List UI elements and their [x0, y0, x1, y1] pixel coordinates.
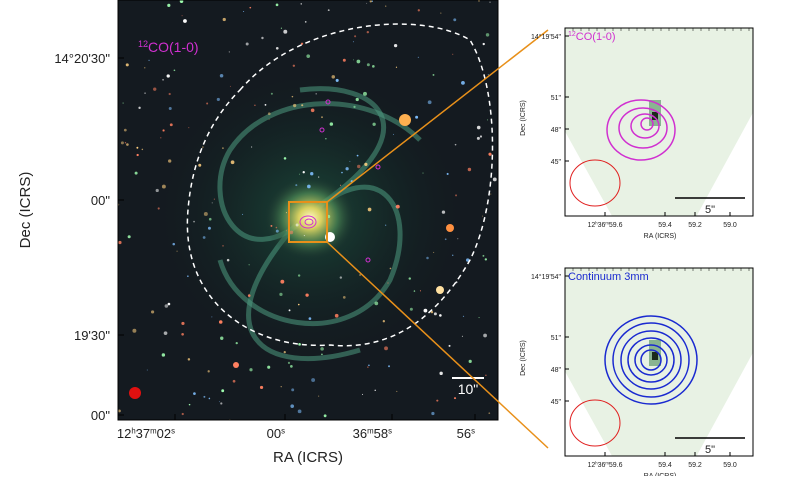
beam — [569, 399, 621, 447]
contour — [640, 349, 662, 371]
x-tick-label: 36m58s — [353, 426, 392, 441]
y-tick-label: 48" — [551, 367, 562, 374]
y-tick-label: 45" — [551, 159, 562, 166]
y-tick-label: 00" — [91, 193, 110, 208]
zoom-box — [288, 201, 328, 243]
contour — [618, 107, 668, 149]
beam — [569, 159, 621, 207]
y-tick-label: 14°19'54" — [531, 273, 561, 281]
x-tick-label: 59.4 — [658, 462, 672, 469]
emission-core — [652, 352, 658, 360]
y-tick-label: 51" — [551, 335, 562, 342]
inset-panel: 5" Continuum 3mm 14°19'54" 51" 48" 45" 12h36m5… — [520, 267, 754, 480]
y-axis-label: Dec (ICRS) — [520, 100, 527, 136]
inset-panel: 5" 12CO(1-0) 14°19'54" 51" 48" 45" 12h36m59.6 5… — [520, 27, 754, 240]
scale-label: 5" — [705, 444, 715, 456]
x-tick-label: 59.2 — [688, 222, 702, 229]
x-tick-label: 59.0 — [723, 462, 737, 469]
contour — [620, 330, 682, 390]
x-tick-label: 12h36m59.6 — [587, 221, 622, 229]
frame — [117, 0, 499, 421]
x-tick-label: 56s — [457, 426, 475, 441]
y-axis-label: Dec (ICRS) — [520, 340, 527, 376]
connectors — [326, 29, 549, 449]
x-tick-label: 59.2 — [688, 462, 702, 469]
panel-label: 12CO(1-0) — [568, 31, 616, 43]
y-tick-label: 51" — [551, 95, 562, 102]
x-tick-label: 59.0 — [723, 222, 737, 229]
y-tick-label: 19'30" — [74, 328, 110, 343]
y-tick-label: 45" — [551, 399, 562, 406]
contour — [612, 322, 690, 398]
contour — [604, 315, 698, 405]
scale-label: 5" — [705, 204, 715, 216]
x-tick-label: 00s — [267, 426, 285, 441]
contour — [640, 117, 654, 131]
survey-boundary — [186, 23, 494, 347]
panel-label: Continuum 3mm — [568, 271, 649, 283]
x-tick-label: 12h37m02s — [117, 426, 175, 441]
contour — [606, 99, 676, 161]
y-tick-label: 00" — [91, 408, 110, 423]
y-tick-label: 14°20'30" — [54, 51, 110, 66]
beam — [129, 387, 141, 399]
x-axis-label: RA (ICRS) — [644, 233, 677, 240]
contour — [627, 337, 675, 383]
contour — [634, 344, 668, 376]
y-tick-label: 14°19'54" — [531, 33, 561, 41]
frame — [564, 27, 754, 217]
x-axis-label: RA (ICRS) — [273, 449, 343, 466]
scale-label: 10" — [458, 381, 479, 397]
y-axis-label: Dec (ICRS) — [17, 172, 34, 249]
main-panel: 10" 12CO(1-0) 14°20'30" 00" 19'30" 00" 12h37… — [17, 0, 499, 466]
y-tick-label: 48" — [551, 127, 562, 134]
emission-core — [652, 112, 658, 120]
x-tick-label: 59.4 — [658, 222, 672, 229]
contour — [630, 113, 660, 139]
frame — [564, 267, 754, 457]
x-tick-label: 12h36m59.6 — [587, 461, 622, 469]
co-contours — [299, 99, 381, 263]
image-content — [118, 0, 497, 420]
line-label: 12CO(1-0) — [138, 39, 199, 55]
